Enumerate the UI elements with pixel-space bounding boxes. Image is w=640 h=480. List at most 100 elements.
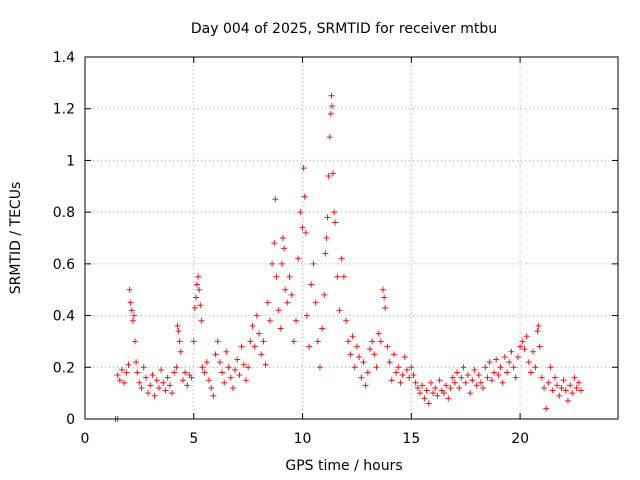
- data-point: [469, 377, 476, 384]
- data-point: [256, 330, 263, 337]
- data-point: [123, 369, 130, 376]
- data-point: [412, 379, 419, 386]
- data-point: [310, 260, 317, 267]
- data-point: [336, 307, 343, 314]
- data-point: [236, 372, 243, 379]
- data-point: [271, 240, 278, 247]
- data-point: [456, 384, 463, 391]
- data-points: [112, 92, 585, 422]
- data-point: [569, 390, 576, 397]
- y-tick-label: 0.4: [53, 309, 75, 325]
- data-point: [192, 294, 199, 301]
- data-point: [127, 299, 134, 306]
- data-point: [440, 390, 447, 397]
- data-point: [414, 384, 421, 391]
- y-tick-label: 1.2: [53, 102, 75, 118]
- data-point: [197, 302, 204, 309]
- data-point: [499, 379, 506, 386]
- data-point: [545, 379, 552, 386]
- data-point: [471, 366, 478, 373]
- data-point: [349, 333, 356, 340]
- tick-labels: 0 0.2 0.4 0.6 0.8 1 1.2 1.4 0 5 10 15 20: [53, 50, 529, 447]
- data-point: [480, 384, 487, 391]
- data-point: [278, 260, 285, 267]
- data-point: [195, 273, 202, 280]
- y-tick-label: 1: [66, 153, 75, 169]
- data-point: [423, 387, 430, 394]
- data-point: [445, 395, 452, 402]
- data-point: [155, 384, 162, 391]
- data-point: [514, 353, 521, 360]
- data-point: [386, 359, 393, 366]
- y-tick-label: 0.2: [53, 360, 75, 376]
- data-point: [395, 364, 402, 371]
- y-axis-label: SRMTID / TECUs: [8, 182, 24, 295]
- data-point: [571, 374, 578, 381]
- data-point: [393, 369, 400, 376]
- data-point: [269, 260, 276, 267]
- data-point: [147, 382, 154, 389]
- data-point: [338, 255, 345, 262]
- data-point: [210, 392, 217, 399]
- data-point: [130, 312, 137, 319]
- data-point: [221, 379, 228, 386]
- data-point: [380, 286, 387, 293]
- data-point: [517, 343, 524, 350]
- data-point: [419, 382, 426, 389]
- data-point: [381, 294, 388, 301]
- data-point: [290, 338, 297, 345]
- data-point: [300, 165, 307, 172]
- data-point: [201, 369, 208, 376]
- data-point: [284, 299, 291, 306]
- data-point: [174, 322, 181, 329]
- data-point: [451, 379, 458, 386]
- plot-frame: [84, 56, 619, 420]
- data-point: [275, 307, 282, 314]
- data-point: [277, 325, 284, 332]
- data-point: [504, 369, 511, 376]
- data-point: [203, 359, 210, 366]
- data-point: [238, 343, 245, 350]
- data-point: [530, 348, 537, 355]
- data-point: [371, 351, 378, 358]
- data-point: [567, 382, 574, 389]
- data-point: [353, 343, 360, 350]
- data-point: [293, 317, 300, 324]
- data-point: [560, 377, 567, 384]
- data-point: [360, 359, 367, 366]
- data-point: [564, 397, 571, 404]
- x-tick-label: 0: [81, 431, 90, 447]
- data-point: [340, 273, 347, 280]
- data-point: [206, 377, 213, 384]
- data-point: [493, 356, 500, 363]
- data-point: [331, 209, 338, 216]
- data-point: [149, 372, 156, 379]
- data-point: [473, 382, 480, 389]
- data-point: [521, 346, 528, 353]
- data-point: [184, 382, 191, 389]
- data-point: [351, 364, 358, 371]
- data-point: [133, 359, 140, 366]
- axis-ticks: [84, 56, 618, 420]
- data-point: [171, 369, 178, 376]
- y-tick-label: 0: [66, 412, 75, 428]
- data-point: [410, 372, 417, 379]
- data-point: [327, 110, 334, 117]
- data-point: [253, 312, 260, 319]
- data-point: [234, 356, 241, 363]
- data-point: [227, 374, 234, 381]
- data-point: [279, 235, 286, 241]
- data-point: [312, 299, 319, 306]
- data-point: [573, 384, 580, 391]
- data-point: [436, 377, 443, 384]
- data-point: [251, 343, 258, 350]
- data-point: [142, 374, 149, 381]
- data-point: [281, 245, 288, 252]
- data-point: [173, 364, 180, 371]
- data-point: [166, 382, 173, 389]
- data-point: [216, 359, 223, 366]
- data-point: [486, 359, 493, 366]
- data-point: [153, 377, 160, 384]
- data-point: [373, 364, 380, 371]
- data-point: [366, 346, 373, 353]
